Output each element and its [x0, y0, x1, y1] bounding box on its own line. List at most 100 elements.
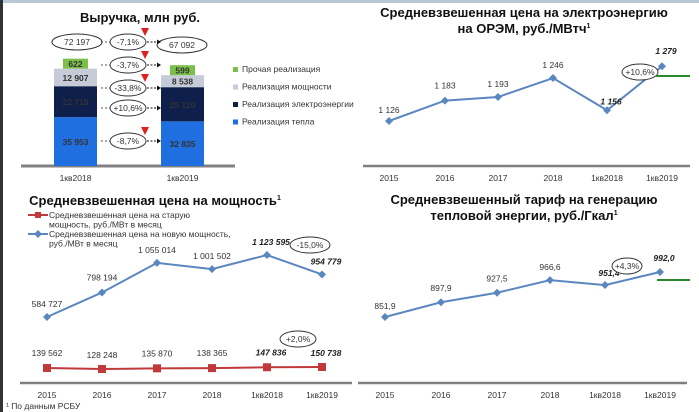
data-point-marker: [208, 364, 216, 373]
data-label: 1 126: [378, 105, 400, 115]
orem-title: Средневзвешенная цена на электроэнергию: [380, 5, 668, 20]
total-1kv2018: 72 197: [64, 37, 90, 47]
data-point-marker: [153, 258, 161, 267]
data-label: 1 156: [600, 96, 622, 106]
x-tick-label: 2018: [544, 173, 563, 183]
data-label: 138 365: [197, 348, 228, 358]
x-tick-label: 2016: [93, 390, 112, 400]
data-label: 139 562: [32, 348, 63, 358]
change-label-oval: [109, 132, 147, 150]
footnote: ¹ По данным РСБУ: [6, 401, 81, 411]
change-label: +10,6%: [113, 103, 143, 113]
bar-segment-Прочая реализация: [170, 65, 195, 76]
x-tick-label: 1кв2018: [591, 173, 623, 183]
bar-segment-Реализация электроэнергии: [54, 86, 97, 118]
x-tick-label: 2017: [489, 173, 508, 183]
x-tick-label: 2017: [488, 390, 507, 400]
power-title: Средневзвешенная цена на мощность1: [29, 193, 281, 208]
change-label-oval: [109, 99, 147, 117]
bar-segment-Реализация тепла: [54, 117, 97, 166]
legend-marker-new: [34, 230, 42, 238]
data-point-marker: [153, 364, 161, 373]
change-label: -8,7%: [117, 136, 140, 146]
legend-label: мощность, руб./МВт в месяц: [49, 220, 162, 230]
legend-label: Реализация электроэнергии: [242, 99, 354, 109]
data-label: 992,0: [653, 253, 675, 263]
data-label: 135 870: [142, 348, 173, 358]
change-label: -3,7%: [117, 60, 140, 70]
data-label: 1 279: [655, 46, 677, 56]
arrow-head: [157, 105, 161, 111]
change-label-oval: [621, 63, 659, 81]
bar-segment-Прочая реализация: [63, 58, 88, 69]
category-label: 1кв2019: [167, 173, 199, 183]
data-label: 798 194: [87, 272, 118, 282]
bar-value-label: 22 715: [63, 97, 89, 107]
bar-value-label: 599: [175, 66, 189, 76]
change-label: +2,0%: [286, 334, 311, 344]
x-tick-label: 1кв2019: [646, 173, 678, 183]
change-label: -33,8%: [115, 83, 142, 93]
change-label-oval: [109, 56, 147, 74]
data-label: 951,4: [598, 268, 620, 278]
decline-triangle-icon: [141, 127, 149, 135]
arrow-head: [157, 85, 161, 91]
x-tick-label: 1кв2018: [589, 390, 621, 400]
change-label: +4,3%: [615, 261, 640, 271]
change-label-oval: [109, 33, 147, 51]
data-point-marker: [263, 251, 271, 260]
data-point-marker: [656, 268, 664, 277]
orem-title-line2: на ОРЭМ, руб./МВтч1: [458, 21, 591, 36]
data-point-marker: [318, 270, 326, 279]
x-tick-label: 2018: [541, 390, 560, 400]
legend-swatch: [233, 102, 238, 107]
x-tick-label: 2016: [436, 173, 455, 183]
x-tick-label: 2018: [203, 390, 222, 400]
bar-segment-Реализация мощности: [161, 75, 204, 88]
series-line: [384, 271, 661, 318]
data-point-marker: [208, 265, 216, 274]
data-label: 966,6: [539, 262, 561, 272]
data-point-marker: [549, 74, 557, 83]
data-point-marker: [318, 362, 326, 371]
bar-value-label: 32 835: [170, 139, 196, 149]
change-label: -7,1%: [117, 37, 140, 47]
data-point-marker: [441, 96, 449, 105]
data-point-marker: [601, 281, 609, 290]
data-label: 1 055 014: [138, 245, 176, 255]
legend-label: руб./МВт в месяц: [49, 239, 118, 249]
bar-segment-Реализация тепла: [161, 121, 204, 166]
x-tick-label: 2016: [432, 390, 451, 400]
x-tick-label: 2017: [148, 390, 167, 400]
data-point-marker: [658, 62, 666, 71]
bar-value-label: 8 538: [172, 77, 194, 87]
data-point-marker: [546, 276, 554, 285]
arrow-head: [157, 39, 161, 45]
x-tick-label: 1кв2019: [306, 390, 338, 400]
data-label: 150 738: [311, 348, 342, 358]
data-label: 954 779: [311, 256, 342, 266]
x-tick-label: 2015: [376, 390, 395, 400]
bar-value-label: 25 120: [170, 100, 196, 110]
legend-label: Реализация мощности: [242, 82, 332, 92]
change-label: +10,6%: [625, 67, 655, 77]
data-point-marker: [494, 93, 502, 102]
data-label: 1 193: [487, 79, 509, 89]
data-label: 128 248: [87, 350, 118, 360]
x-tick-label: 1кв2018: [251, 390, 283, 400]
legend-label: Средневзвешенная цена на новую мощность,: [49, 229, 231, 239]
series-line: [46, 365, 323, 371]
legend-label: Реализация тепла: [242, 117, 315, 127]
total-1kv2019: 67 092: [169, 40, 195, 50]
data-label: 851,9: [374, 301, 396, 311]
change-label-oval: [289, 236, 331, 254]
legend-swatch: [233, 67, 238, 72]
left-edge: [0, 0, 3, 412]
legend-label: Прочая реализация: [242, 64, 321, 74]
data-point-marker: [603, 106, 611, 115]
arrow-head: [157, 62, 161, 68]
data-point-marker: [263, 363, 271, 372]
data-label: 584 727: [32, 299, 63, 309]
decline-triangle-icon: [141, 28, 149, 36]
